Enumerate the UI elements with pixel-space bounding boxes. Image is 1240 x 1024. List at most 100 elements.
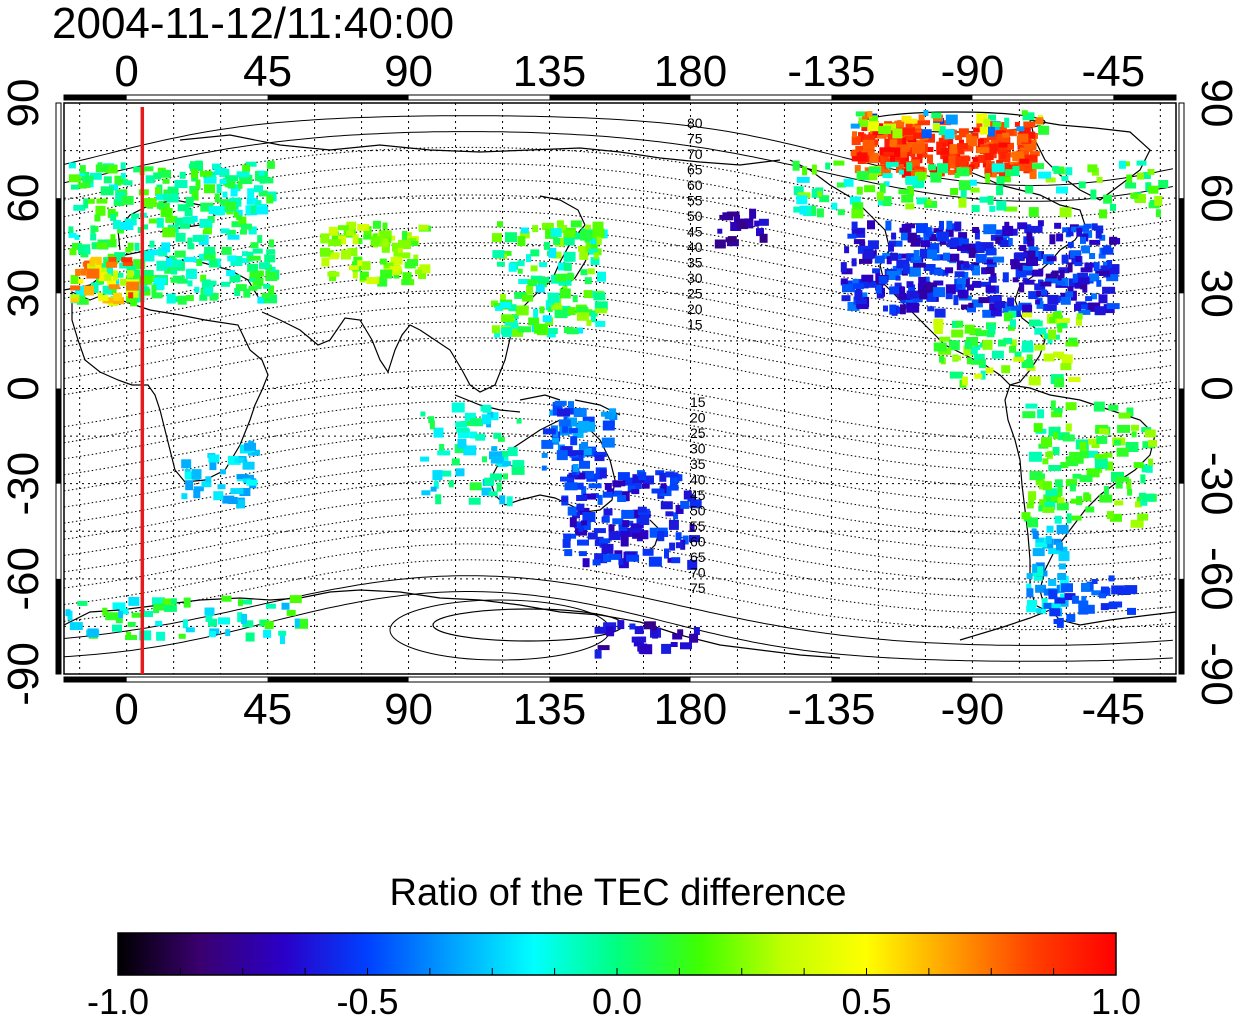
tec-cell (1048, 465, 1062, 471)
tec-cell (1010, 305, 1023, 311)
contour-label: 30 (690, 441, 706, 457)
tec-cell (1042, 506, 1055, 513)
tec-cell (689, 499, 702, 509)
tec-cell (200, 202, 214, 212)
tec-cell (575, 423, 588, 433)
lat-tick-label-right: 0 (1192, 376, 1240, 400)
tec-cell (245, 161, 257, 167)
axis-bar-segment (1179, 198, 1184, 294)
tec-cell (1023, 139, 1037, 150)
tec-cell (1014, 121, 1020, 127)
tec-cell (237, 599, 243, 607)
tec-cell (1076, 313, 1083, 320)
tec-cell (556, 450, 568, 461)
tec-cell (669, 542, 676, 551)
tec-cell (221, 595, 232, 602)
tec-cell (882, 196, 892, 207)
tec-cell (1034, 344, 1046, 351)
tec-cell (906, 290, 919, 299)
tec-cell (867, 220, 875, 230)
tec-cell (248, 226, 257, 235)
tec-cell (620, 531, 631, 537)
tec-cell (637, 506, 647, 513)
tec-cell (162, 598, 176, 607)
tec-cell (508, 262, 517, 272)
tec-cell (102, 297, 116, 304)
tec-cell (976, 120, 983, 129)
tec-cell (1015, 268, 1027, 278)
tec-cell (506, 314, 515, 322)
tec-cell (1014, 252, 1028, 258)
tec-cell (1089, 253, 1096, 259)
tec-cell (964, 277, 970, 288)
tec-cell (281, 602, 290, 610)
tec-cell (1048, 329, 1057, 340)
tec-cell (526, 285, 534, 295)
tec-cell (266, 249, 276, 255)
tec-cell (958, 180, 971, 191)
tec-cell (578, 551, 587, 557)
tec-cell (933, 280, 944, 286)
tec-cell (1082, 604, 1095, 614)
tec-cell (114, 252, 126, 262)
tec-cell (973, 127, 986, 133)
tec-cell (1043, 353, 1055, 362)
tec-cell (255, 200, 262, 206)
tec-cell (499, 495, 506, 505)
tec-cell (1026, 365, 1036, 371)
tec-cell (602, 491, 613, 498)
tec-cell (247, 263, 259, 272)
tec-cell (670, 642, 678, 647)
tec-cell (1007, 324, 1015, 331)
tec-cell (906, 150, 915, 156)
tec-cell (1078, 600, 1089, 608)
tec-cell (664, 548, 669, 559)
contour-label: 50 (687, 208, 703, 224)
contour-label: 65 (687, 162, 703, 178)
tec-cell (1099, 428, 1109, 435)
tec-cell (883, 181, 890, 187)
tec-cell (988, 126, 995, 137)
tec-cell (1053, 407, 1063, 413)
tec-cell (578, 523, 584, 532)
tec-cell (949, 144, 958, 155)
tec-cell (1140, 474, 1146, 484)
tec-cell (1056, 233, 1064, 242)
tec-cell (1100, 603, 1109, 611)
tec-cell (1054, 515, 1062, 524)
tec-cell (1100, 586, 1109, 594)
tec-cell (1004, 221, 1010, 230)
tec-cell (958, 128, 969, 138)
tec-cell (1042, 481, 1051, 491)
tec-cell (1061, 254, 1069, 264)
tec-cell (1027, 238, 1035, 247)
tec-cell (963, 144, 974, 152)
tec-cell (1126, 407, 1134, 417)
tec-cell (996, 133, 1010, 143)
tec-cell (979, 126, 993, 135)
tec-cell (1022, 131, 1036, 139)
tec-cell (266, 160, 275, 169)
tec-cell (606, 488, 614, 495)
contour-label: 20 (690, 410, 706, 426)
tec-cell (976, 246, 985, 253)
tec-cell (677, 474, 683, 482)
tec-cell (151, 292, 163, 299)
tec-cell (976, 113, 988, 124)
tec-cell (105, 612, 119, 621)
tec-cell (670, 476, 677, 487)
tec-cell (254, 185, 263, 193)
tec-cell (850, 151, 859, 156)
tec-cell (576, 503, 585, 511)
tec-cell (1085, 506, 1095, 513)
tec-cell (983, 259, 996, 265)
lon-tick-label-bottom: 135 (513, 685, 586, 734)
lat-tick-label-left: 90 (0, 79, 48, 128)
tec-cell (320, 247, 330, 257)
tec-cell (890, 252, 899, 261)
tec-cell (1053, 538, 1062, 545)
tec-cell (978, 154, 987, 163)
tec-cell (617, 620, 625, 630)
tec-cell (850, 123, 860, 129)
tec-cell (1026, 573, 1033, 580)
